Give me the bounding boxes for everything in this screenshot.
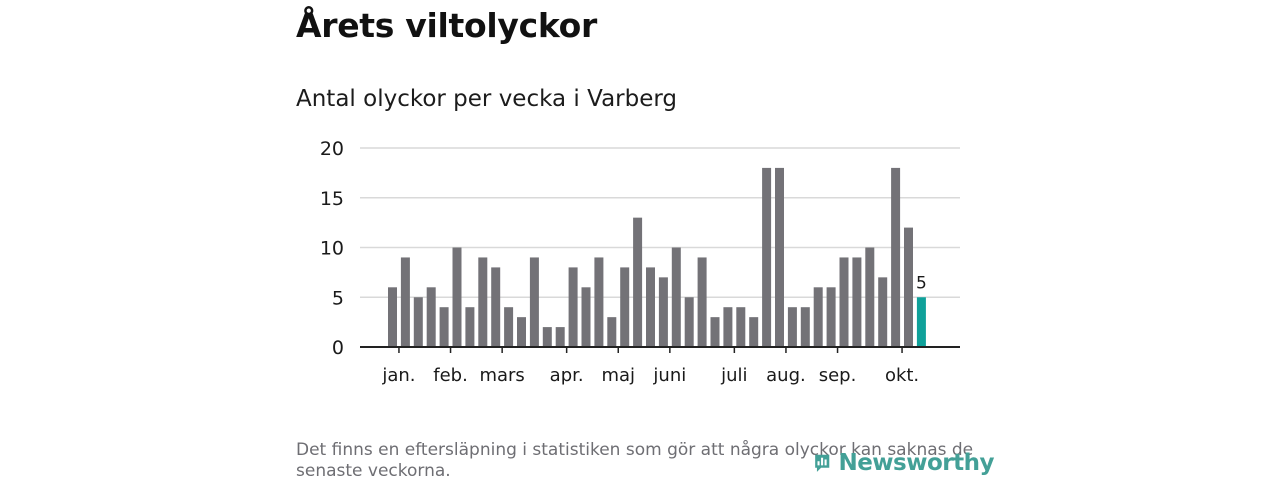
bars <box>388 167 926 347</box>
bar <box>684 297 694 347</box>
bar <box>607 317 617 347</box>
bar-highlight <box>916 297 926 347</box>
newsworthy-logo-icon <box>815 454 830 472</box>
x-tick-label: feb. <box>433 365 468 386</box>
bar <box>891 167 901 347</box>
bar <box>671 247 681 347</box>
bar <box>568 267 578 347</box>
bar <box>620 267 630 347</box>
bar <box>452 247 462 347</box>
bar <box>400 257 410 347</box>
bar <box>426 287 436 347</box>
bar <box>529 257 539 347</box>
bar <box>865 247 875 347</box>
bar <box>710 317 720 347</box>
bar <box>491 267 501 347</box>
bar <box>904 227 913 347</box>
bar <box>413 297 423 347</box>
y-tick-label: 5 <box>332 287 344 309</box>
data-label-last-week: 5 <box>916 273 927 293</box>
bar <box>465 307 475 347</box>
newsworthy-logo-text: Newsworthy <box>838 450 994 476</box>
chart-title: Årets viltolyckor <box>296 6 597 45</box>
x-tick-label: maj <box>601 365 635 386</box>
x-tick-label: okt. <box>885 365 919 386</box>
chart-subtitle: Antal olyckor per vecka i Varberg <box>296 86 678 112</box>
x-tick-label: juli <box>720 365 747 386</box>
y-tick-label: 20 <box>320 138 344 160</box>
x-tick-label: mars <box>479 365 524 386</box>
y-tick-label: 15 <box>320 188 344 210</box>
newsworthy-logo[interactable]: Newsworthy <box>814 446 994 480</box>
x-tick-label: aug. <box>766 365 806 386</box>
x-tick-label: apr. <box>550 365 584 386</box>
bar <box>581 287 591 347</box>
x-axis-ticks: jan. feb. mars apr. maj juni juli aug. sep. okt. <box>381 347 919 386</box>
x-tick-label: sep. <box>819 365 857 386</box>
bar <box>800 307 810 347</box>
x-tick-label: juni <box>652 365 686 386</box>
footnote: Det finns en eftersläpning i statistiken… <box>296 440 974 481</box>
bar <box>658 277 668 347</box>
bar <box>646 267 655 347</box>
bar <box>633 217 643 347</box>
bar <box>852 257 862 347</box>
bar <box>723 307 733 347</box>
bar <box>787 307 797 347</box>
bar <box>878 277 888 347</box>
y-tick-label: 0 <box>332 337 344 359</box>
bar <box>839 257 849 347</box>
bar <box>749 317 759 347</box>
bar <box>697 257 707 347</box>
data-labels: 5 <box>916 273 927 293</box>
bar <box>555 327 565 347</box>
bar <box>813 287 823 347</box>
bar <box>762 167 772 347</box>
bar <box>594 257 604 347</box>
y-axis-tick-labels: 0 5 10 15 20 <box>320 138 344 359</box>
bar <box>826 287 836 347</box>
bar <box>504 307 514 347</box>
bar <box>517 317 526 347</box>
bar <box>388 287 397 347</box>
bar <box>478 257 488 347</box>
bar <box>439 307 449 347</box>
x-tick-label: jan. <box>381 365 415 386</box>
y-tick-label: 10 <box>320 238 344 260</box>
bar <box>775 167 784 347</box>
bar <box>542 327 552 347</box>
bar <box>736 307 746 347</box>
